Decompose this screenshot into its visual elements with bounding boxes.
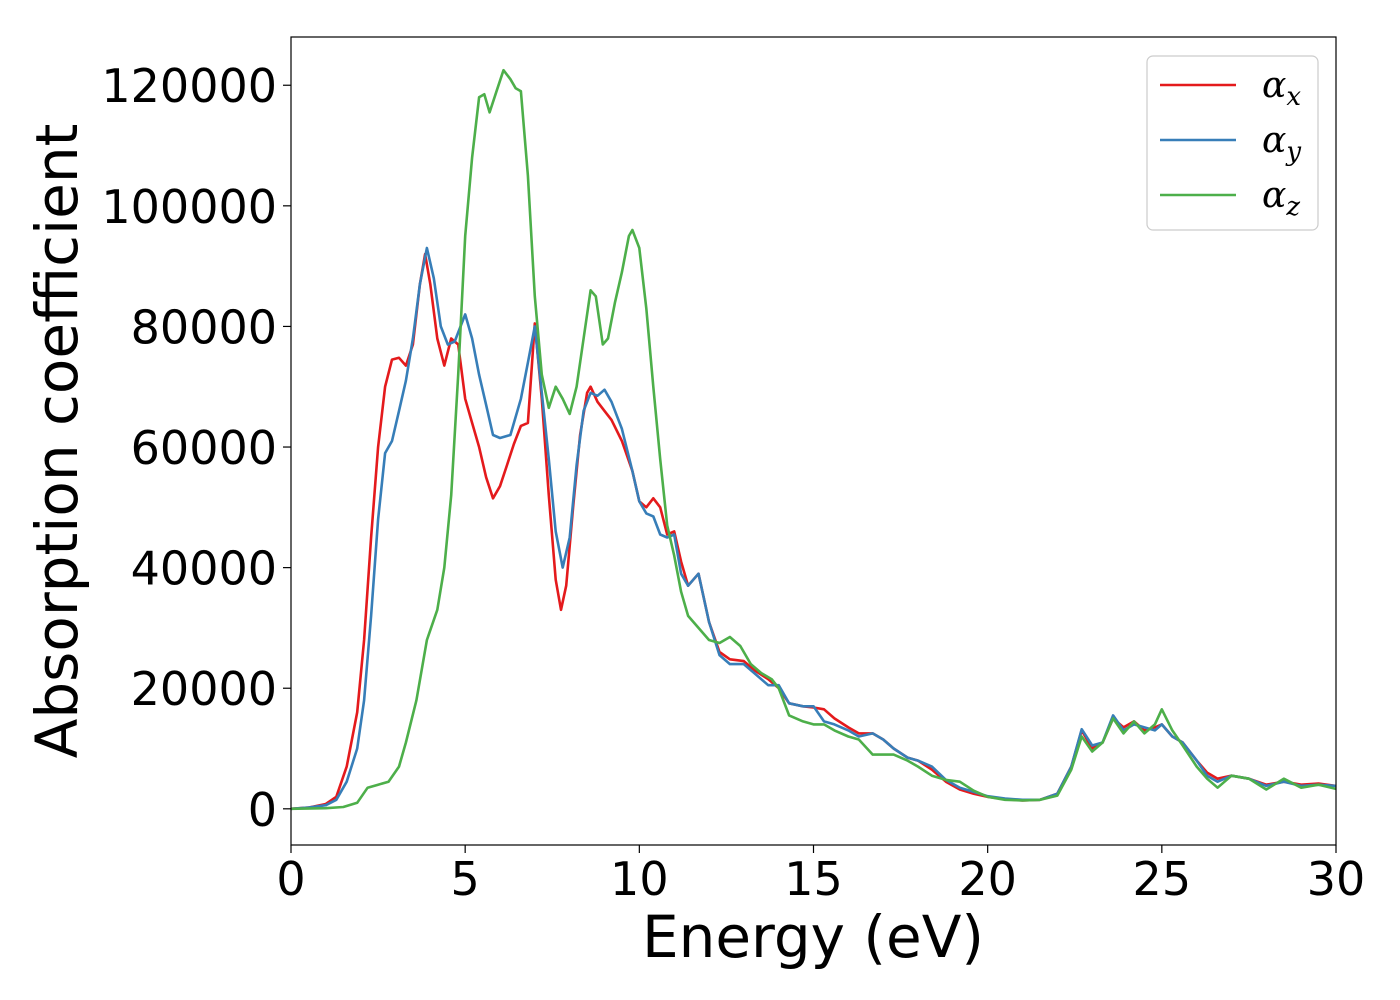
legend-label-alpha-z: αz <box>1262 175 1300 222</box>
x-axis: 0 5 10 15 20 25 30 <box>276 845 1365 906</box>
legend: αx αy αz <box>1146 55 1319 231</box>
series-layer <box>291 68 1336 811</box>
x-tick-label: 5 <box>451 852 480 906</box>
x-tick-label: 10 <box>610 852 669 906</box>
y-tick-label: 80000 <box>131 300 277 354</box>
y-axis: 0 20000 40000 60000 80000 100000 120000 <box>101 59 291 837</box>
y-tick-label: 120000 <box>101 59 277 113</box>
series-line-alpha-z <box>291 68 1336 811</box>
legend-frame <box>1146 55 1319 231</box>
x-tick-label: 0 <box>276 852 305 906</box>
x-tick-label: 30 <box>1307 852 1366 906</box>
y-tick-label: 20000 <box>131 662 277 716</box>
legend-label-alpha-x: αx <box>1262 65 1301 112</box>
x-axis-title: Energy (eV) <box>642 903 984 971</box>
x-tick-label: 15 <box>784 852 843 906</box>
x-tick-label: 20 <box>958 852 1017 906</box>
legend-label-alpha-y: αy <box>1262 120 1301 167</box>
series-line-alpha-y <box>291 246 1336 811</box>
y-tick-label: 100000 <box>101 180 277 234</box>
y-tick-label: 0 <box>248 783 277 837</box>
y-tick-label: 40000 <box>131 542 277 596</box>
x-tick-label: 25 <box>1133 852 1192 906</box>
y-tick-label: 60000 <box>131 421 277 475</box>
y-axis-title: Absorption coefficient <box>23 124 91 759</box>
